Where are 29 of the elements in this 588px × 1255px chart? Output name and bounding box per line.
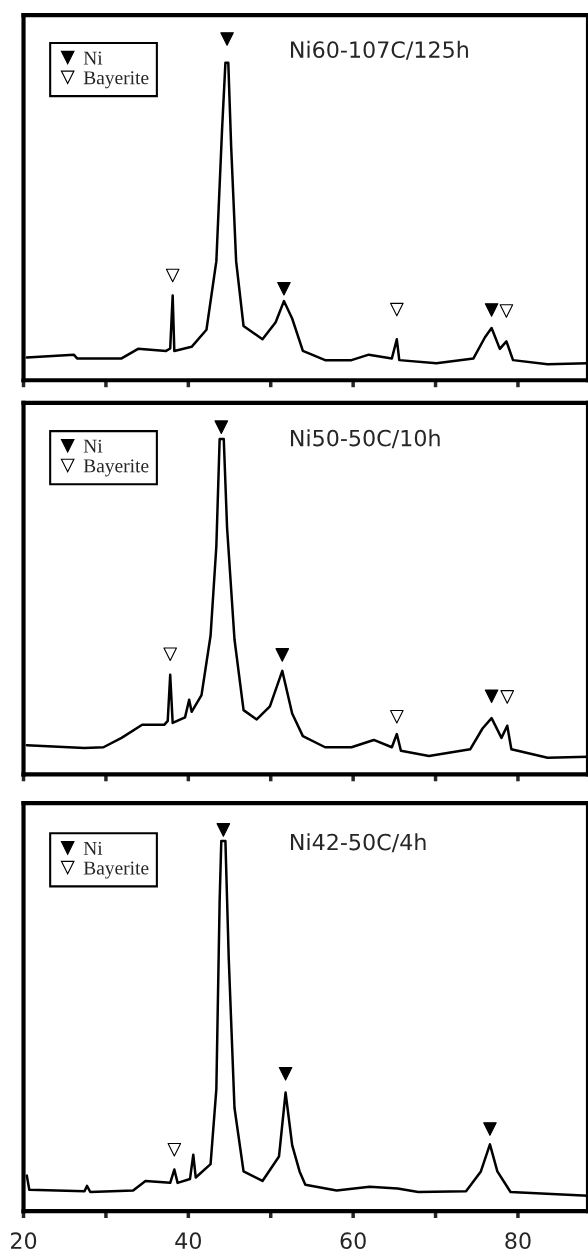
annotation: Ni50-50C/10h xyxy=(291,429,440,449)
legend-label: Ni xyxy=(83,841,103,855)
point xyxy=(390,302,404,317)
point xyxy=(499,304,514,318)
point xyxy=(390,709,404,724)
point xyxy=(216,823,231,837)
x-tick-label: 40 xyxy=(175,1232,201,1250)
point xyxy=(484,303,499,317)
point xyxy=(163,647,178,662)
point xyxy=(278,1067,293,1081)
point xyxy=(500,690,515,704)
annotation: Ni60-107C/125h xyxy=(291,40,468,60)
legend-label: Bayerite xyxy=(83,861,149,879)
x-tick-label: 80 xyxy=(505,1232,531,1250)
point xyxy=(483,1122,497,1136)
point xyxy=(167,1142,182,1157)
legend-label: Ni xyxy=(83,51,103,65)
x-tick-label: 60 xyxy=(340,1232,366,1250)
point xyxy=(165,268,180,283)
point xyxy=(484,689,499,704)
x-tick-label: 20 xyxy=(11,1232,37,1250)
legend-label: Ni xyxy=(83,439,103,453)
legend-label: Bayerite xyxy=(83,71,149,89)
point xyxy=(220,32,234,46)
point xyxy=(277,281,291,296)
legend-label: Bayerite xyxy=(83,459,149,477)
point xyxy=(214,420,229,434)
annotation: Ni42-50C/4h xyxy=(291,833,426,853)
point xyxy=(275,648,290,662)
